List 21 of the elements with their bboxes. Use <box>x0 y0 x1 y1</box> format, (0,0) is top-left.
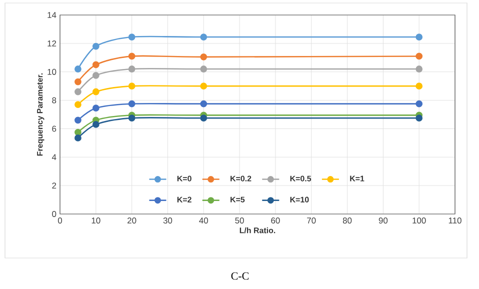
x-tick-label: 100 <box>412 218 426 224</box>
x-tick-label: 60 <box>271 218 280 224</box>
y-tick-label: 12 <box>48 40 56 46</box>
x-tick-label: 20 <box>128 218 136 224</box>
x-tick-label: 70 <box>307 218 316 224</box>
y-tick-label: 2 <box>52 182 56 189</box>
y-tick-label: 6 <box>52 126 56 132</box>
x-tick-label: 40 <box>199 218 208 224</box>
x-tick-label: 80 <box>342 218 352 224</box>
text: C-C <box>231 272 249 280</box>
x-tick-label: 30 <box>163 218 172 224</box>
y-tick-label: 10 <box>48 68 56 75</box>
y-tick-label: 4 <box>52 154 56 160</box>
y-tick-label: 8 <box>52 97 56 104</box>
y-tick-label: 14 <box>48 12 56 18</box>
x-tick-label: 110 <box>448 218 462 224</box>
x-tick-label: 10 <box>92 218 100 224</box>
x-tick-label: 50 <box>235 218 244 224</box>
x-tick-label: 90 <box>378 218 388 224</box>
x-tick-label: 0 <box>58 218 62 224</box>
y-tick-label: 0 <box>52 211 56 217</box>
